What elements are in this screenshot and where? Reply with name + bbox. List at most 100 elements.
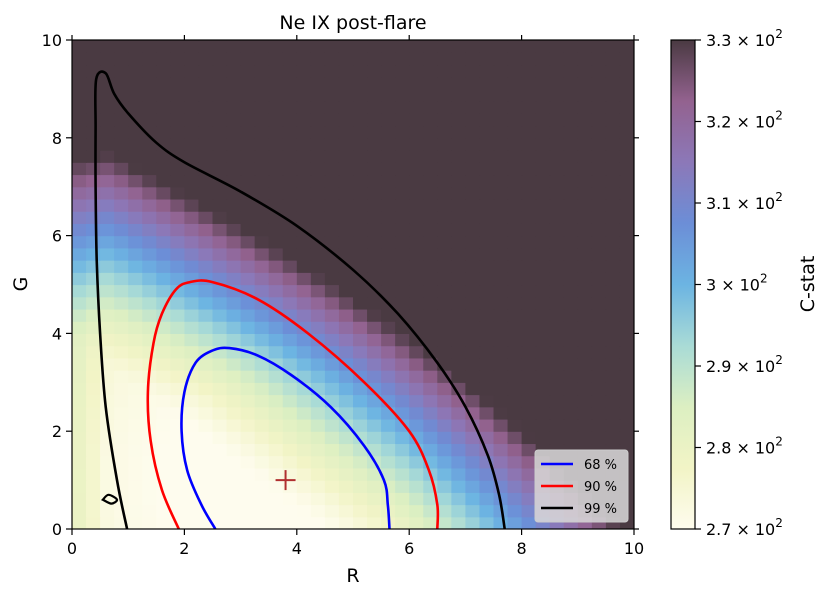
heatmap-cell [521,345,537,359]
colorbar-ticks: 2.7 × 102 2.8 × 102 2.9 × 102 3 × 102 3.1 × 102 3.2 × 102… [695,27,783,539]
heatmap-cell [465,40,481,53]
heatmap-cell [577,370,593,383]
heatmap-cell [465,321,481,334]
heatmap-cell [395,443,410,457]
heatmap-cell [493,370,509,383]
heatmap-cell [240,492,256,506]
heatmap-cell [409,333,424,347]
heatmap-cell [549,260,565,273]
heatmap-cell [338,150,354,163]
heatmap-cell [437,406,452,420]
heatmap-cell [535,296,551,310]
heatmap-cell [128,516,143,529]
heatmap-cell [338,321,354,334]
heatmap-cell [353,345,368,359]
heatmap-cell [268,516,284,529]
heatmap-cell [577,150,593,163]
heatmap-cell [521,52,537,66]
heatmap-cell [100,235,115,249]
heatmap-cell [493,357,509,371]
heatmap-cell [184,52,200,66]
heatmap-cell [367,467,382,481]
heatmap-cell [254,394,270,408]
heatmap-cell [381,247,396,261]
heatmap-cell [577,113,593,127]
y-tick-label: 2 [52,422,62,441]
heatmap-cell [226,272,242,286]
heatmap-cell [619,64,634,78]
heatmap-cell [535,394,551,408]
heatmap-cell [493,406,509,420]
heatmap-cell [156,247,171,261]
heatmap-cell [310,260,326,273]
heatmap-cell [156,113,171,127]
heatmap-cell [72,260,87,273]
heatmap-cell [226,198,242,212]
heatmap-cell [310,431,326,445]
heatmap-cell [324,211,340,224]
plot-frame [71,39,635,530]
heatmap-cell [156,357,171,371]
heatmap-cell [409,284,424,298]
heatmap-cell [282,88,298,102]
heatmap-cell [100,296,115,310]
heatmap-cell [451,260,466,273]
heatmap-cell [353,101,368,114]
heatmap-cell [170,88,185,102]
heatmap-cell [282,76,298,90]
heatmap-cell [577,247,593,261]
heatmap-cell [591,333,607,347]
heatmap-cell [367,162,382,176]
heatmap-cell [591,125,607,139]
heatmap-cell [493,64,509,78]
heatmap-cell [577,101,593,114]
heatmap-cell [591,223,607,237]
heatmap-cell [268,52,284,66]
heatmap-cell [128,394,143,408]
heatmap-cell [381,186,396,200]
heatmap-cell [310,223,326,237]
heatmap-cell [72,211,87,224]
heatmap-cell [465,308,481,322]
heatmap-cell [395,64,410,78]
heatmap-cell [156,211,171,224]
heatmap-cell [324,174,340,188]
heatmap-cell [409,406,424,420]
heatmap-cell [170,125,185,139]
heatmap-cell [367,345,382,359]
heatmap-cell [268,64,284,78]
heatmap-cell [268,394,284,408]
x-tick-label: 6 [404,539,414,558]
heatmap-cell [282,516,298,529]
heatmap-cell [549,235,565,249]
heatmap-cell [198,101,214,114]
heatmap-cell [395,333,410,347]
colorbar-tick-label: 3.2 × 102 [706,109,783,132]
heatmap-cell [605,321,621,334]
heatmap-cell [493,516,509,529]
heatmap-cell [226,418,242,432]
heatmap-cell [409,186,424,200]
heatmap-cell [367,247,382,261]
heatmap-cell [226,88,242,102]
heatmap-cell [142,260,157,273]
heatmap-cell [437,272,452,286]
heatmap-cell [184,40,200,53]
heatmap-cell [535,101,551,114]
heatmap-cell [212,418,228,432]
heatmap-cell [198,260,214,273]
heatmap-cell [549,333,565,347]
heatmap-cell [619,125,634,139]
heatmap-cell [409,52,424,66]
heatmap-cell [100,113,115,127]
heatmap-cell [591,370,607,383]
heatmap-cell [521,406,537,420]
legend-box [534,449,629,523]
heatmap-cell [114,333,129,347]
y-tick-label: 10 [42,31,62,50]
heatmap-cell [353,174,368,188]
heatmap-cell [268,467,284,481]
heatmap-cell [268,88,284,102]
x-tick-label: 10 [624,539,644,558]
heatmap-cell [114,284,129,298]
